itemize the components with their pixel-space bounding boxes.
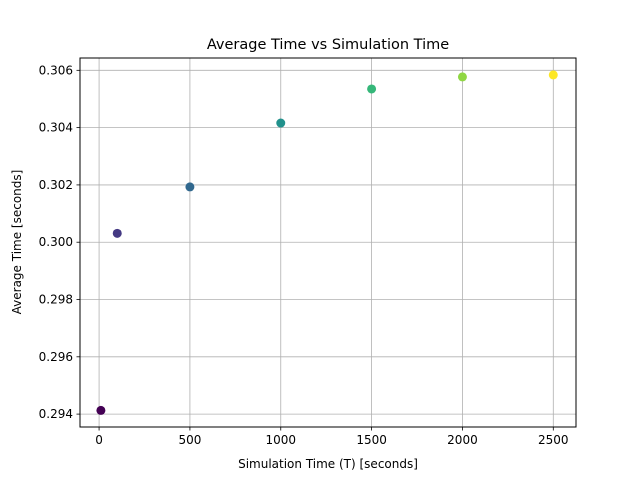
data-point (276, 118, 286, 128)
data-point (185, 182, 195, 192)
y-tick-label: 0.294 (39, 407, 73, 421)
x-tick-label: 2000 (447, 433, 478, 447)
y-tick-label: 0.302 (39, 178, 73, 192)
data-point (548, 70, 558, 80)
ticks-layer: 0 500 1000 1500 2000 2500 0.294 0.296 0.298 0.300… (39, 63, 569, 447)
chart-title: Average Time vs Simulation Time (207, 37, 449, 53)
data-point (457, 72, 467, 82)
x-tick-label: 0 (95, 433, 103, 447)
y-tick-label: 0.300 (39, 235, 73, 249)
x-tick-label: 2500 (538, 433, 569, 447)
points-layer (96, 70, 558, 415)
data-point (367, 84, 377, 94)
data-point (96, 405, 106, 415)
y-tick-label: 0.306 (39, 63, 73, 77)
y-tick-label: 0.296 (39, 350, 73, 364)
y-tick-label: 0.298 (39, 293, 73, 307)
data-point (112, 228, 122, 238)
x-axis-title: Simulation Time (T) [seconds] (238, 457, 418, 471)
grid-layer (80, 58, 576, 427)
x-tick-label: 1500 (356, 433, 387, 447)
y-tick-label: 0.304 (39, 121, 73, 135)
x-tick-label: 1000 (265, 433, 296, 447)
x-tick-label: 500 (178, 433, 201, 447)
y-axis-title: Average Time [seconds] (10, 170, 24, 315)
